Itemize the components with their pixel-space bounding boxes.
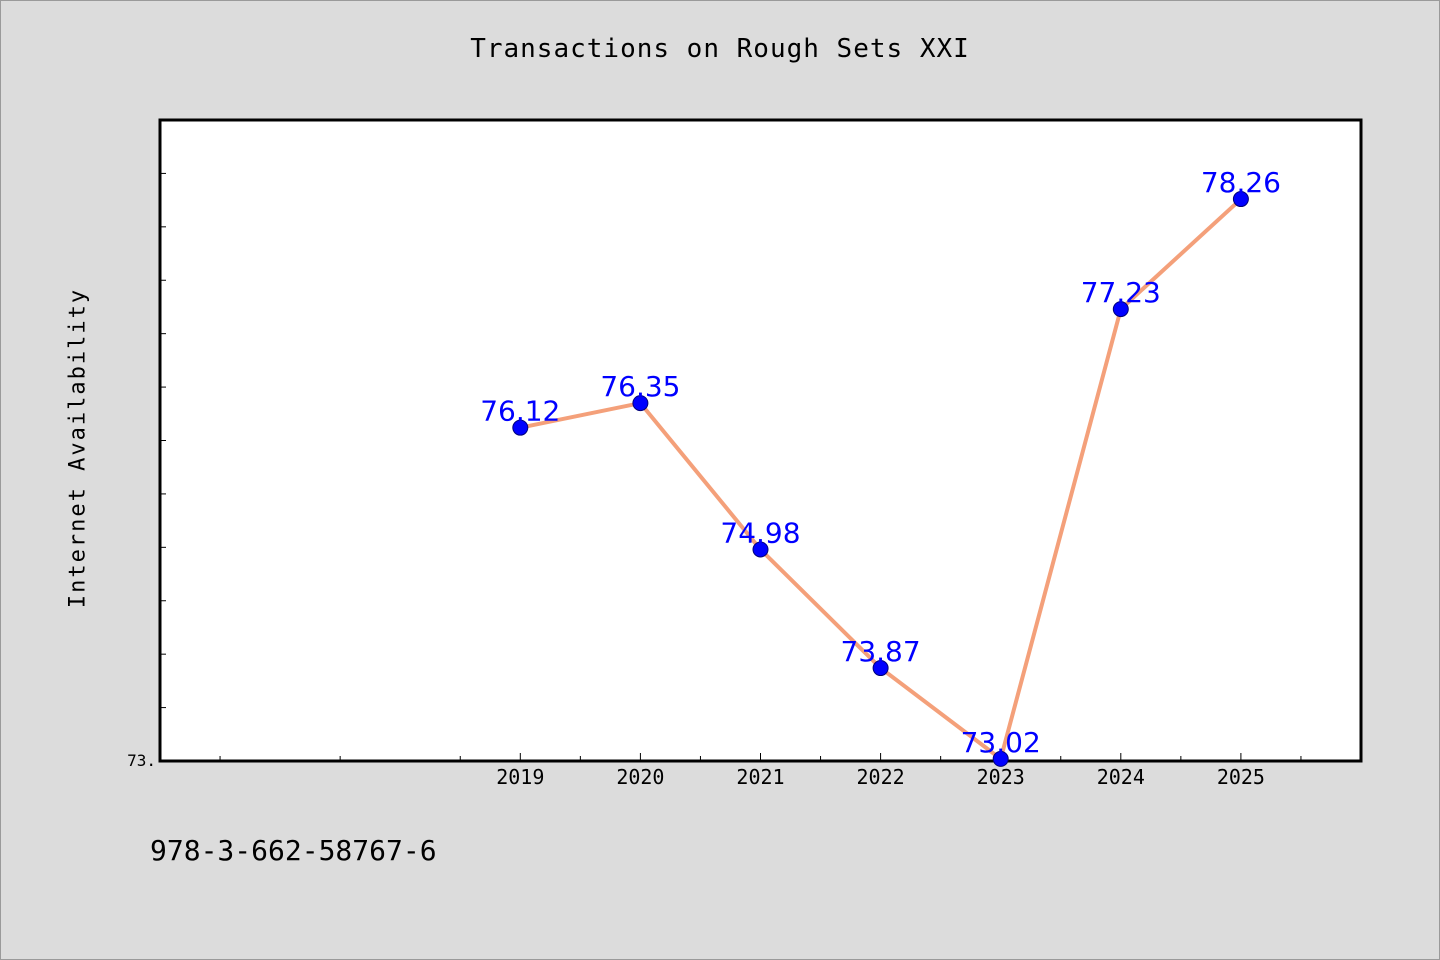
marker-layer xyxy=(512,191,1249,767)
data-label: 76.12 xyxy=(480,395,560,428)
footer-code: 978-3-662-58767-6 xyxy=(150,834,437,867)
plot-area xyxy=(158,118,1363,763)
x-tick-label: 2021 xyxy=(736,765,784,789)
data-label: 74.98 xyxy=(720,516,800,549)
data-point xyxy=(752,541,769,558)
data-point xyxy=(1112,301,1129,318)
axis-ticks: 73. 2019 2020 2021 2022 2023 2024 2025 xyxy=(127,172,1302,789)
x-tick-label: 2020 xyxy=(616,765,664,789)
data-point xyxy=(1232,191,1249,208)
x-tick-label: 2025 xyxy=(1217,765,1265,789)
data-label: 77.23 xyxy=(1081,276,1161,309)
data-label: 73.87 xyxy=(841,635,921,668)
x-tick-label: 2019 xyxy=(496,765,544,789)
data-point xyxy=(992,750,1009,767)
data-point xyxy=(512,419,529,436)
data-label: 73.02 xyxy=(961,726,1041,759)
chart-title: Transactions on Rough Sets XXI xyxy=(470,34,970,64)
x-tick-label: 2022 xyxy=(857,765,905,789)
data-point xyxy=(872,660,889,677)
x-tick-label: 2023 xyxy=(977,765,1025,789)
x-tick-label: 2024 xyxy=(1097,765,1145,789)
data-label: 78.26 xyxy=(1201,166,1281,199)
data-point xyxy=(632,395,649,412)
y-tick-label: 73. xyxy=(127,751,156,770)
data-label: 76.35 xyxy=(600,370,680,403)
data-label-layer: 76.12 76.35 74.98 73.87 73.02 77.23 78.26 xyxy=(480,166,1281,759)
